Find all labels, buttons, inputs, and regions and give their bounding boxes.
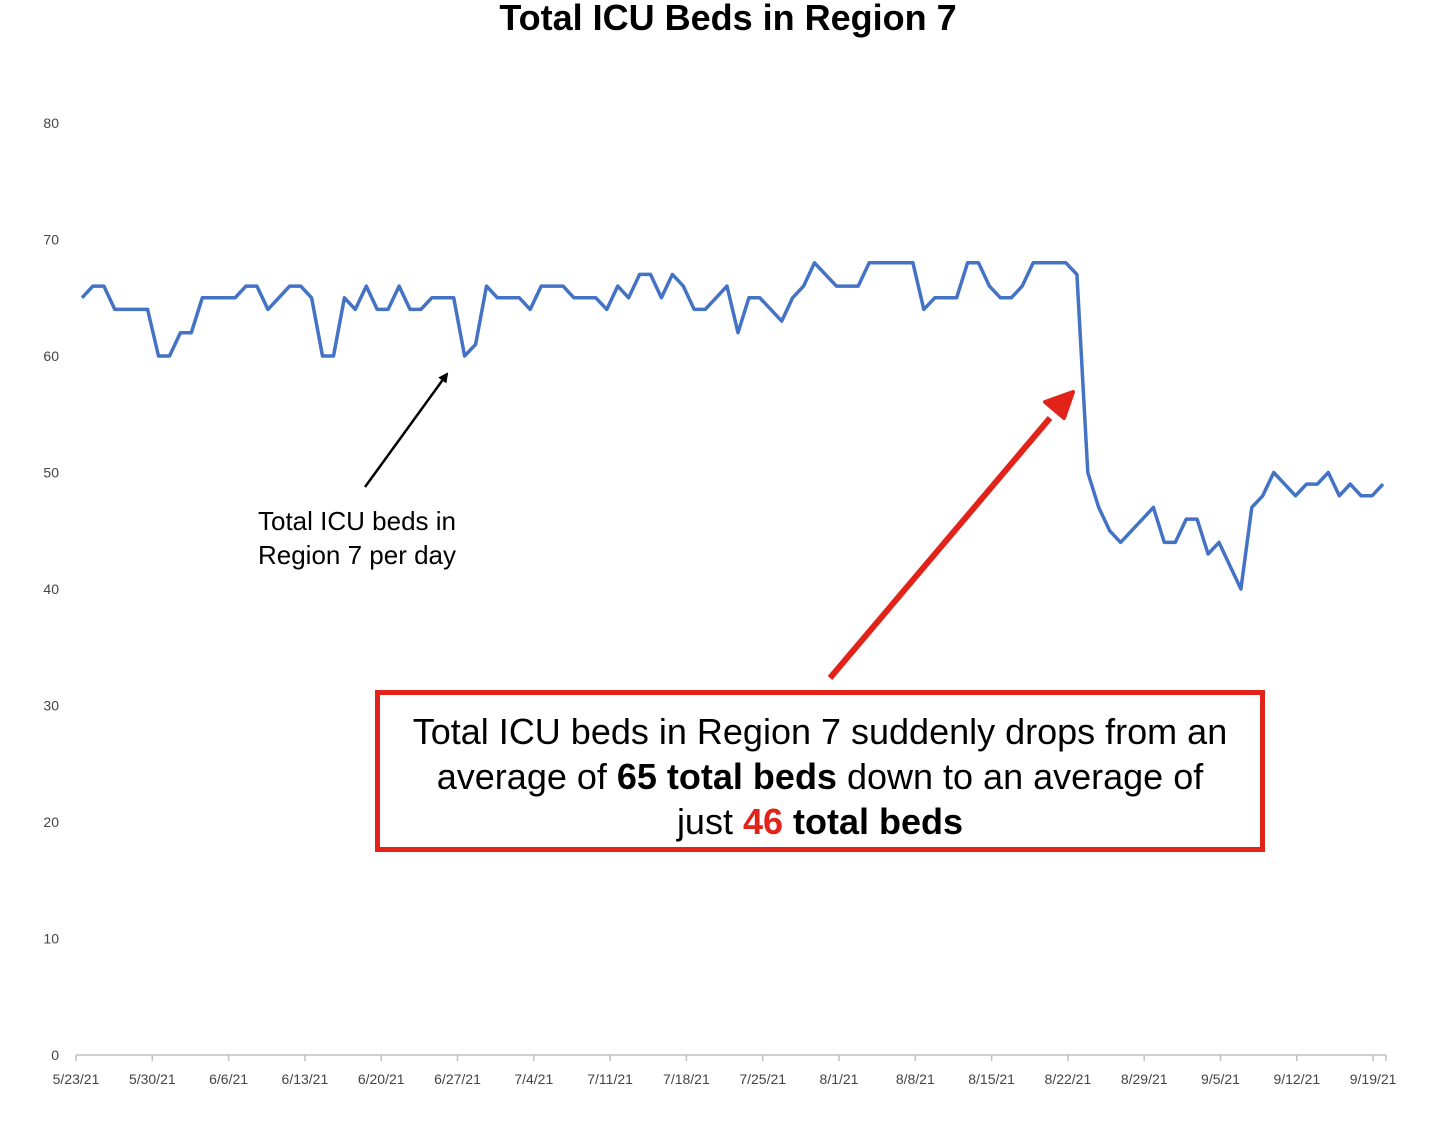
callout-line-2: average of 65 total beds down to an aver… [380,754,1260,799]
x-tick-label: 5/23/21 [53,1071,100,1087]
y-axis-ticks: 0 10 20 30 40 50 60 70 80 [43,115,59,1063]
x-tick-label: 7/11/21 [587,1071,633,1087]
x-tick-label: 8/29/21 [1121,1071,1168,1087]
x-tick-label: 7/25/21 [739,1071,786,1087]
y-tick-label: 0 [51,1047,59,1063]
y-tick-label: 40 [43,581,59,597]
x-tick-label: 7/4/21 [514,1071,553,1087]
callout-box: Total ICU beds in Region 7 suddenly drop… [375,690,1265,852]
arrows-layer [363,372,1075,680]
x-tick-label: 8/1/21 [820,1071,859,1087]
red-annotation-arrowhead [1043,390,1075,420]
callout-text: down to an average of [836,756,1204,797]
series-line [80,261,1385,591]
x-tick-label: 6/13/21 [282,1071,329,1087]
y-tick-label: 60 [43,348,59,364]
annotation-line-1: Total ICU beds in [258,506,456,536]
callout-bold-total-beds: total beds [783,801,964,842]
x-tick-label: 8/8/21 [896,1071,935,1087]
y-tick-label: 70 [43,232,59,248]
callout-text: average of [436,756,617,797]
series-layer [80,261,1385,591]
chart-title: Total ICU Beds in Region 7 [499,0,957,38]
x-tick-label: 9/19/21 [1350,1071,1397,1087]
red-annotation-arrow-shaft [827,416,1053,680]
y-tick-label: 80 [43,115,59,131]
annotation-line-2: Region 7 per day [257,540,457,570]
y-tick-label: 10 [43,931,59,947]
x-tick-label: 9/5/21 [1201,1071,1240,1087]
x-tick-label: 6/27/21 [434,1071,481,1087]
y-tick-label: 50 [43,465,59,481]
x-tick-label: 6/20/21 [358,1071,405,1087]
callout-text: just [676,801,743,842]
callout-line-1: Total ICU beds in Region 7 suddenly drop… [412,711,1228,752]
callout-line-3: just 46 total beds [380,799,1260,844]
callout-bold-46: 46 [742,801,784,842]
x-tick-label: 7/18/21 [663,1071,710,1087]
x-tick-label: 8/15/21 [968,1071,1015,1087]
series-annotation-label: Total ICU beds in Region 7 per day [212,504,502,572]
x-tick-label: 9/12/21 [1273,1071,1320,1087]
black-annotation-arrow [363,372,449,488]
y-tick-label: 30 [43,698,59,714]
callout-bold-65: 65 total beds [616,756,837,797]
x-tick-label: 6/6/21 [209,1071,248,1087]
x-axis-ticks: 5/23/21 5/30/21 6/6/21 6/13/21 6/20/21 6/27/2… [53,1055,1397,1087]
x-tick-label: 8/22/21 [1045,1071,1092,1087]
x-tick-label: 5/30/21 [129,1071,176,1087]
y-tick-label: 20 [43,814,59,830]
